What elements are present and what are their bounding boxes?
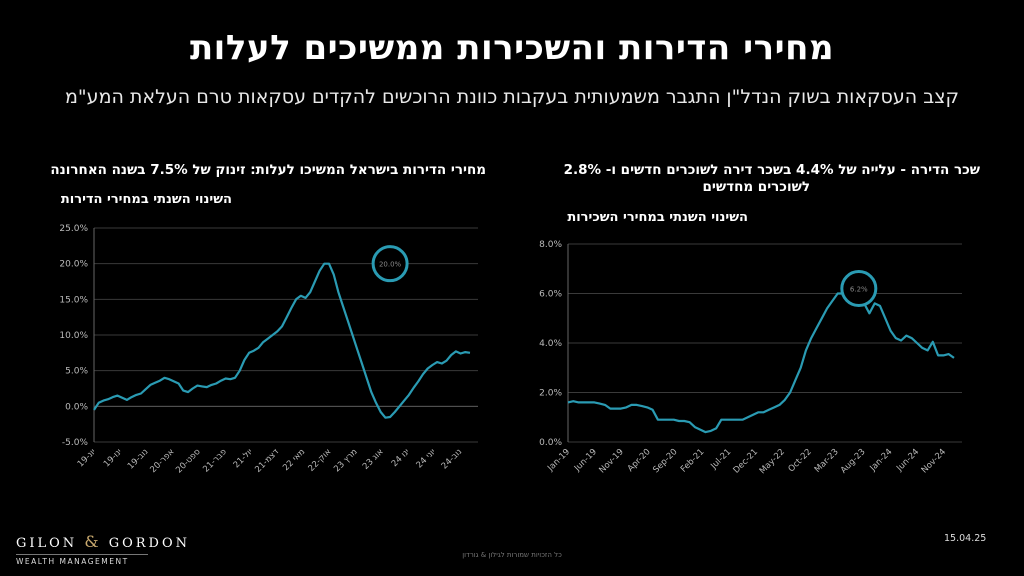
- logo-ampersand: &: [84, 532, 102, 551]
- left-chart-xtick-label: אוג 23: [361, 447, 386, 472]
- left-chart-xtick-label: יול-21: [232, 447, 255, 470]
- left-chart-peak-circle: [371, 245, 409, 283]
- left-chart-ytick-label: 5.0%: [65, 367, 88, 377]
- left-chart-ytick-label: 10.0%: [59, 331, 88, 341]
- right-chart-xtick-label: Jun-19: [572, 447, 599, 474]
- right-chart-ytick-label: 8.0%: [539, 240, 562, 250]
- right-chart-title-line1: שכר הדירה - עלייה של 4.4% בשכר דירה לשוכ…: [563, 162, 980, 178]
- left-chart-ytick-label: 20.0%: [59, 260, 88, 270]
- right-chart-xtick-label: Jan-19: [545, 447, 572, 474]
- right-chart-xtick-label: Feb-21: [679, 447, 707, 475]
- page-subtitle: קצב העסקאות בשוק הנדל"ן התגבר משמעותית ב…: [65, 86, 959, 108]
- left-chart: -5.0%0.0%5.0%10.0%15.0%20.0%25.0%יונ-19י…: [59, 224, 478, 476]
- right-chart-xtick-label: Mar-23: [813, 447, 841, 475]
- left-chart-ytick-label: -5.0%: [62, 438, 89, 448]
- right-chart-ytick-label: 2.0%: [539, 389, 562, 399]
- right-chart-xtick-label: Jan-24: [868, 447, 895, 474]
- left-chart-xtick-label: יוני 24: [415, 447, 438, 470]
- left-chart-xtick-label: מרץ 23: [332, 447, 359, 474]
- left-chart-xtick-label: מאי 22: [281, 447, 307, 473]
- left-chart-series-line: [93, 262, 471, 419]
- left-chart-xtick-label: נוב-24: [440, 447, 464, 471]
- left-chart-ytick-label: 0.0%: [65, 402, 88, 412]
- right-chart-xtick-label: May-22: [758, 447, 787, 476]
- logo-gordon: GORDON: [108, 536, 191, 551]
- left-chart-ytick-label: 15.0%: [59, 295, 88, 305]
- left-chart-peak-label: 20.0%: [379, 261, 402, 269]
- right-chart-xtick-label: Jul-21: [708, 447, 733, 472]
- left-chart-ytick-label: 25.0%: [59, 224, 88, 234]
- right-chart-title: שכר הדירה - עלייה של 4.4% בשכר דירה לשוכ…: [540, 162, 980, 196]
- logo-gilon: GILON: [16, 536, 78, 551]
- right-chart-ytick-label: 6.0%: [539, 290, 562, 300]
- left-chart-xtick-label: אפר-20: [148, 447, 176, 475]
- logo-wordmark: GILON & GORDON: [16, 532, 187, 551]
- left-chart-xtick-label: יונ-19: [76, 447, 98, 469]
- right-chart-xtick-label: Apr-20: [626, 447, 653, 474]
- left-chart-title: מחירי הדירות בישראל המשיכו לעלות: זינוק …: [50, 162, 486, 178]
- right-chart-xtick-label: Sep-20: [651, 447, 679, 475]
- copyright-notice: כל הזכויות שמורות לגילון & גורדון: [462, 551, 562, 559]
- right-chart-xtick-label: Aug-23: [839, 447, 868, 476]
- left-chart-ylabel: השינוי השנתי במחירי הדירות: [60, 192, 232, 207]
- right-chart-ytick-label: 0.0%: [539, 438, 562, 448]
- right-chart-xtick-label: Oct-22: [787, 447, 814, 474]
- right-chart-series-line: [567, 287, 955, 434]
- left-chart-xtick-label: נוב-19: [126, 447, 150, 471]
- right-chart-xtick-label: Nov-19: [597, 447, 625, 475]
- logo-divider: [16, 554, 148, 555]
- right-chart-title-line2: לשוכרים מחדשים: [702, 179, 810, 195]
- page-title: מחירי הדירות והשכירות ממשיכים לעלות: [189, 28, 835, 68]
- right-chart-peak-label: 6.2%: [850, 286, 868, 294]
- right-chart-peak-circle: [840, 270, 878, 308]
- right-chart-xtick-label: Nov-24: [920, 447, 948, 475]
- left-chart-xtick-label: דצמ-21: [253, 447, 281, 475]
- right-chart-ylabel: השינוי השנתי במחירי השכירות: [567, 210, 748, 225]
- right-chart-xtick-label: Dec-21: [732, 447, 761, 476]
- logo-subtitle: WEALTH MANAGEMENT: [16, 557, 129, 566]
- left-chart-xtick-label: אוק-22: [307, 447, 334, 474]
- left-chart-xtick-label: ינו 24: [390, 447, 412, 469]
- right-chart-ytick-label: 4.0%: [539, 339, 562, 349]
- report-date: 15.04.25: [944, 533, 987, 544]
- right-chart-xtick-label: Jun-24: [894, 447, 921, 474]
- left-chart-xtick-label: פבר-21: [201, 447, 229, 475]
- left-chart-xtick-label: ינו-19: [102, 447, 124, 469]
- company-logo: GILON & GORDON WEALTH MANAGEMENT: [16, 532, 187, 566]
- left-chart-xtick-label: ספט-20: [174, 447, 203, 476]
